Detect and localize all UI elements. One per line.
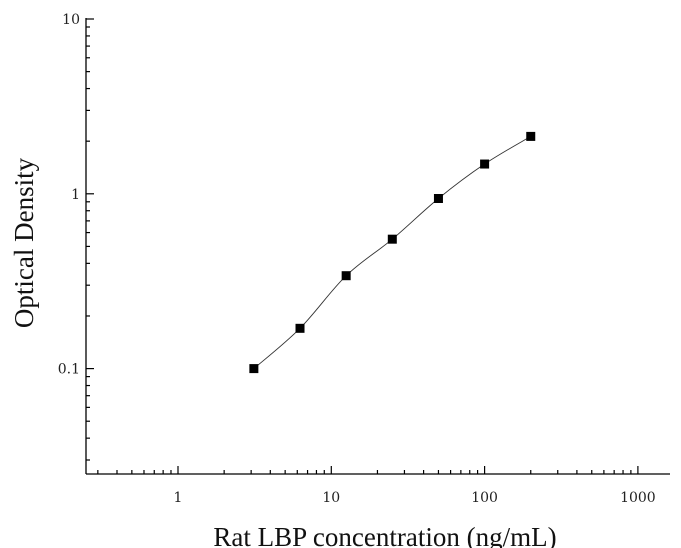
- x-tick-label: 1000: [620, 490, 656, 506]
- tick-labels: 1 10 100 1000 0.1 1 10: [58, 12, 656, 506]
- y-tick-label: 0.1: [58, 362, 80, 378]
- ticks: [86, 18, 639, 474]
- data-point: [387, 234, 397, 244]
- fit-curve: [253, 136, 531, 369]
- x-tick-label: 100: [471, 490, 498, 506]
- x-axis-title: Rat LBP concentration (ng/mL): [213, 522, 556, 548]
- y-axis-title: Optical Density: [9, 157, 39, 328]
- x-tick-label: 10: [322, 490, 340, 506]
- data-point: [526, 131, 536, 141]
- data-point: [295, 323, 305, 333]
- data-point: [249, 364, 259, 374]
- data-markers: [249, 131, 536, 374]
- x-tick-label: 1: [174, 490, 183, 506]
- y-tick-label: 10: [62, 12, 80, 28]
- data-point: [341, 271, 351, 281]
- axes: [85, 18, 670, 475]
- data-point: [433, 194, 443, 203]
- data-point: [480, 159, 490, 169]
- y-tick-label: 1: [71, 187, 80, 203]
